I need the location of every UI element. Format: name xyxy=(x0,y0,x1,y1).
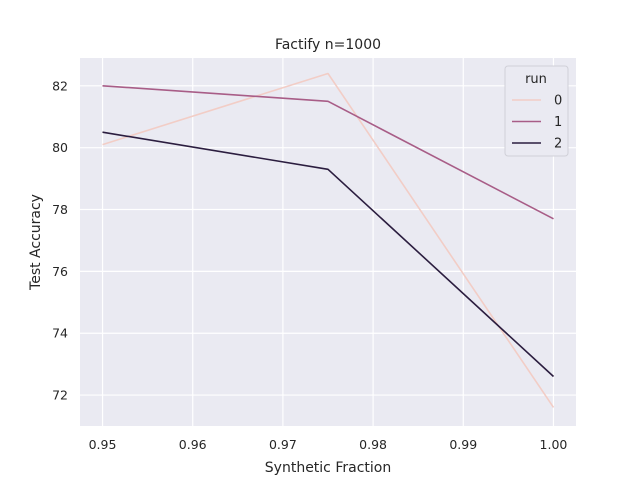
y-tick-labels: 72 74 76 78 80 82 xyxy=(52,78,68,402)
x-axis-label: Synthetic Fraction xyxy=(265,460,391,476)
x-tick-label: 0.95 xyxy=(89,437,117,452)
legend-items: 0 1 2 xyxy=(512,94,562,152)
legend-label-run-1: 1 xyxy=(554,115,562,130)
legend-label-run-0: 0 xyxy=(554,94,562,109)
x-tick-labels: 0.95 0.96 0.97 0.98 0.99 1.00 xyxy=(89,437,568,452)
series-lines xyxy=(102,72,555,408)
y-tick-label: 76 xyxy=(52,264,68,279)
legend-title: run xyxy=(525,72,547,87)
legend: run 0 1 2 xyxy=(504,65,569,157)
x-tick-label: 0.97 xyxy=(269,437,297,452)
x-tick-label: 1.00 xyxy=(540,437,568,452)
legend-label-run-2: 2 xyxy=(554,137,562,152)
y-tick-label: 78 xyxy=(52,202,68,217)
y-tick-label: 82 xyxy=(52,78,68,93)
legend-box xyxy=(504,65,569,157)
y-tick-label: 80 xyxy=(52,140,68,155)
x-tick-label: 0.96 xyxy=(179,437,207,452)
plot-background xyxy=(80,58,576,426)
series-line-run-1 xyxy=(102,85,554,220)
chart-title: Factify n=1000 xyxy=(275,37,381,53)
x-tick-label: 0.99 xyxy=(449,437,477,452)
y-tick-label: 74 xyxy=(52,326,68,341)
y-tick-label: 72 xyxy=(52,388,68,403)
y-axis-label: Test Accuracy xyxy=(28,194,44,291)
x-tick-label: 0.98 xyxy=(359,437,387,452)
series-line-run-0 xyxy=(102,72,555,408)
series-line-run-2 xyxy=(102,131,555,378)
